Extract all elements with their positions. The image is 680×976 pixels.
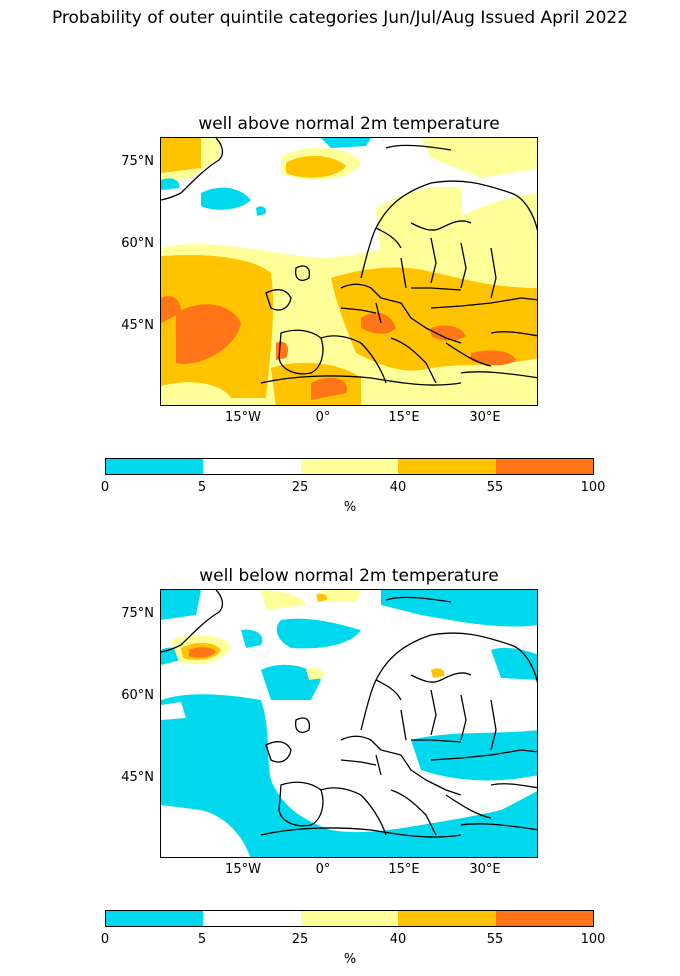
lon-label-0: 0° — [315, 410, 331, 425]
lat-label-75n: 75°N — [121, 154, 154, 169]
colorbar-label-25: 25 — [291, 480, 309, 495]
lon-label-15e: 15°E — [388, 410, 420, 425]
colorbar-label-100: 100 — [580, 480, 606, 495]
lon-label-15e-2: 15°E — [388, 862, 420, 877]
colorbar-bin-55-100 — [495, 911, 594, 926]
colorbar-bin-5-25 — [203, 459, 301, 474]
colorbar-below — [105, 910, 594, 927]
colorbar-bin-5-25 — [203, 911, 301, 926]
colorbar-unit: % — [343, 952, 357, 967]
colorbar-label-100: 100 — [580, 932, 606, 947]
lon-label-30e-2: 30°E — [469, 862, 501, 877]
colorbar-bin-40-55 — [398, 911, 496, 926]
colorbar-label-0: 0 — [100, 480, 110, 495]
colorbar-bin-55-100 — [495, 459, 594, 474]
colorbar-label-40: 40 — [389, 480, 407, 495]
colorbar-above — [105, 458, 594, 475]
map-above-normal-plot — [161, 138, 537, 405]
colorbar-label-5: 5 — [197, 480, 207, 495]
lon-label-30e: 30°E — [469, 410, 501, 425]
lat-label-75n-2: 75°N — [121, 606, 154, 621]
lat-label-45n: 45°N — [121, 318, 154, 333]
lon-label-0-2: 0° — [315, 862, 331, 877]
lon-label-15w-2: 15°W — [225, 862, 261, 877]
colorbar-bin-0-5 — [106, 459, 204, 474]
colorbar-label-55: 55 — [486, 932, 504, 947]
map-panel-above-normal — [160, 137, 538, 406]
map-title-above: well above normal 2m temperature — [198, 114, 500, 134]
map-below-normal-plot — [161, 590, 537, 857]
colorbar-label-55: 55 — [486, 480, 504, 495]
figure-title: Probability of outer quintile categories… — [51, 8, 629, 28]
colorbar-label-25: 25 — [291, 932, 309, 947]
lat-label-60n-2: 60°N — [121, 688, 154, 703]
colorbar-label-0: 0 — [100, 932, 110, 947]
colorbar-unit: % — [343, 500, 357, 515]
lat-label-45n-2: 45°N — [121, 770, 154, 785]
colorbar-bin-25-40 — [300, 911, 399, 926]
map-title-below: well below normal 2m temperature — [199, 566, 499, 586]
colorbar-bin-25-40 — [300, 459, 399, 474]
lat-label-60n: 60°N — [121, 236, 154, 251]
colorbar-label-40: 40 — [389, 932, 407, 947]
lon-label-15w: 15°W — [225, 410, 261, 425]
colorbar-label-5: 5 — [197, 932, 207, 947]
colorbar-bin-0-5 — [106, 911, 204, 926]
map-panel-below-normal — [160, 589, 538, 858]
colorbar-bin-40-55 — [398, 459, 496, 474]
